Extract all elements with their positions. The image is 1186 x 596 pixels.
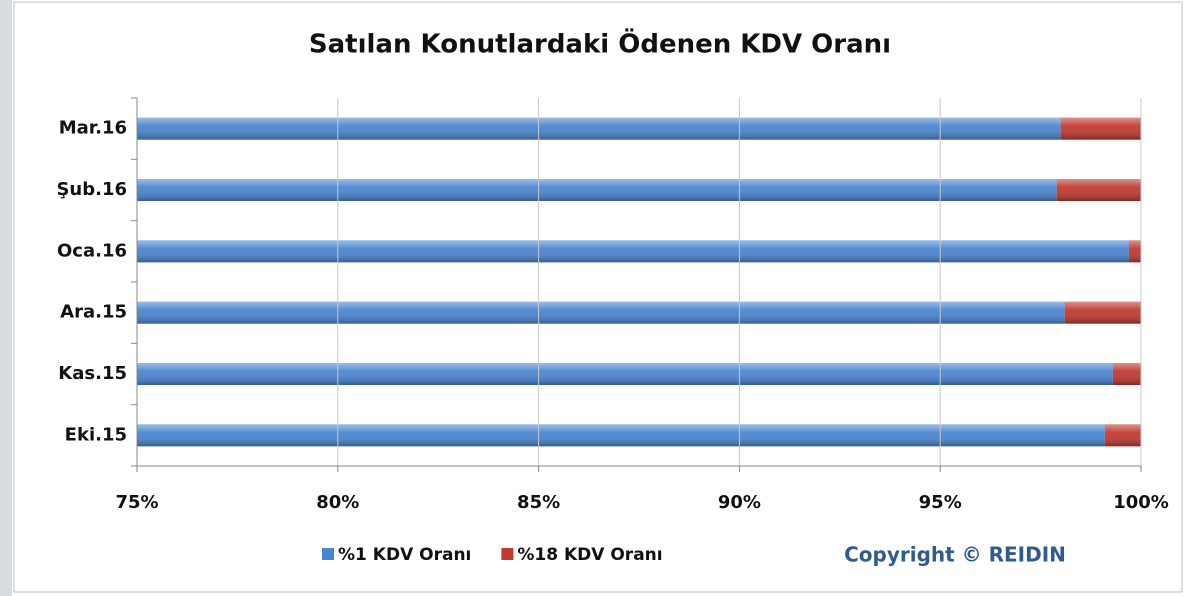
x-tick-label: 95%	[919, 492, 962, 513]
x-tick-label: 85%	[517, 492, 560, 513]
legend-label: %18 KDV Oranı	[517, 545, 662, 565]
bar-shade	[1064, 301, 1141, 324]
bar-shade	[1112, 363, 1141, 385]
x-tick-label: 100%	[1113, 492, 1169, 513]
bar-shade	[137, 240, 1129, 263]
side-strip	[0, 0, 12, 596]
y-tick-label: Kas.15	[58, 363, 127, 384]
y-tick-label: Oca.16	[57, 240, 127, 261]
x-tick-label: 75%	[115, 492, 158, 513]
bar-shade	[137, 179, 1057, 201]
y-tick-label: Eki.15	[65, 424, 127, 445]
bar-shade	[1056, 179, 1141, 201]
legend-label: %1 KDV Oranı	[338, 545, 471, 565]
bar-shade	[1104, 424, 1141, 447]
chart-title: Satılan Konutlardaki Ödenen KDV Oranı	[309, 27, 891, 60]
y-tick-label: Şub.16	[56, 179, 127, 200]
legend-swatch	[322, 548, 334, 560]
chart-frame	[13, 1, 1183, 593]
y-tick-label: Mar.16	[59, 118, 127, 139]
bar-shade	[137, 117, 1061, 140]
legend-swatch	[501, 548, 514, 560]
bar-shade	[1060, 117, 1141, 140]
plot-area	[137, 117, 1141, 447]
bar-shade	[137, 363, 1113, 385]
x-tick-label: 90%	[718, 492, 761, 513]
y-tick-label: Ara.15	[60, 302, 127, 323]
bar-shade	[1128, 240, 1141, 263]
copyright: Copyright © REIDIN	[844, 543, 1066, 567]
bar-shade	[137, 301, 1065, 324]
x-tick-label: 80%	[316, 492, 359, 513]
bar-shade	[137, 424, 1105, 447]
